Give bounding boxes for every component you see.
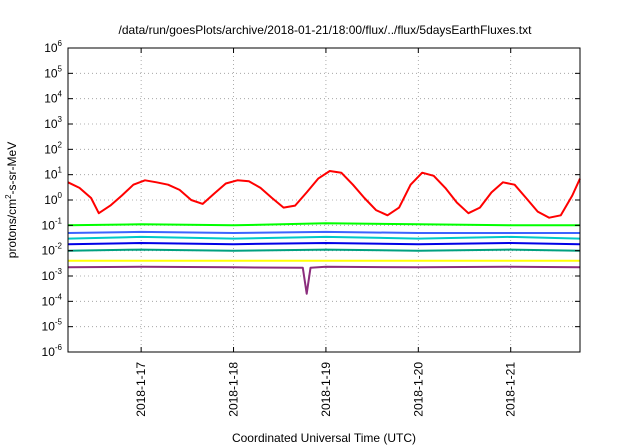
chart-title: /data/run/goesPlots/archive/2018-01-21/1… bbox=[119, 23, 533, 37]
y-tick-label: 10-3 bbox=[42, 267, 63, 283]
y-axis-label-post: -s-sr-MeV bbox=[5, 142, 19, 195]
x-tick-label: 2018-1-19 bbox=[319, 362, 333, 417]
grid bbox=[68, 48, 580, 352]
series-line bbox=[67, 230, 580, 234]
y-tick-label: 105 bbox=[44, 64, 62, 80]
y-tick-label: 104 bbox=[44, 90, 62, 106]
series-layer bbox=[67, 170, 581, 295]
y-tick-label: 10-4 bbox=[42, 292, 63, 308]
y-tick-label: 102 bbox=[44, 140, 62, 156]
series-line bbox=[67, 235, 581, 240]
x-tick-label: 2018-1-20 bbox=[411, 362, 425, 417]
x-tick-label: 2018-1-21 bbox=[504, 362, 518, 417]
y-tick-label: 10-1 bbox=[42, 216, 63, 232]
y-tick-label: 10-6 bbox=[42, 343, 63, 359]
y-axis: 10-6 10-5 10-4 10-3 10-2 10-1 100 101 102 103 104 1… bbox=[42, 39, 580, 359]
series-line bbox=[67, 265, 581, 295]
y-tick-label: 100 bbox=[44, 191, 62, 207]
x-axis-label: Coordinated Universal Time (UTC) bbox=[232, 431, 416, 445]
y-tick-label: 101 bbox=[44, 166, 62, 182]
y-tick-label: 10-5 bbox=[42, 318, 63, 334]
y-tick-label: 103 bbox=[44, 115, 62, 131]
series-line bbox=[67, 242, 581, 246]
x-tick-label: 2018-1-17 bbox=[134, 362, 148, 417]
x-tick-label: 2018-1-18 bbox=[227, 362, 241, 417]
y-tick-label: 10-2 bbox=[42, 242, 63, 258]
y-tick-label: 106 bbox=[44, 39, 62, 55]
x-axis: 2018-1-17 2018-1-18 2018-1-19 2018-1-20 2018… bbox=[134, 48, 518, 417]
y-axis-label-pre: protons/cm bbox=[5, 199, 19, 258]
y-axis-label: protons/cm2-s-sr-MeV bbox=[4, 142, 19, 258]
series-line bbox=[67, 248, 581, 252]
series-line bbox=[67, 170, 581, 219]
y-axis-label-sup: 2 bbox=[4, 194, 13, 199]
series-line bbox=[67, 222, 580, 227]
